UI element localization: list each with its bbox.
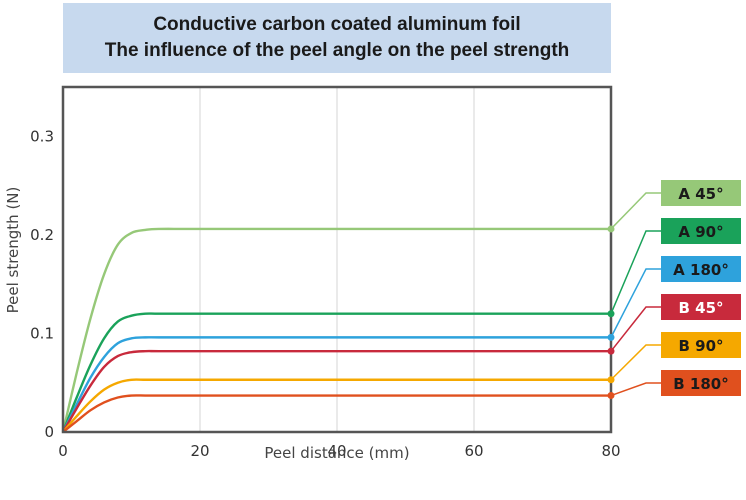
legend-swatch-4 [661,332,741,358]
legend-swatch-2 [661,256,741,282]
x-tick-label: 20 [190,442,209,460]
legend-connector-5 [610,382,661,397]
legend-label-1: A 90° [678,223,723,241]
legend-swatch-1 [661,218,741,244]
legend-connector-2 [610,268,661,338]
series-end-marker-0 [607,225,615,233]
legend-label-0: A 45° [678,185,723,203]
legend-label-3: B 45° [678,299,723,317]
legend-connector-3 [610,306,661,352]
x-tick-label: 80 [601,442,620,460]
series-end-marker-5 [607,392,615,400]
series-end-marker-4 [607,376,615,384]
x-tick-label: 40 [327,442,346,460]
legend: A 45° A 90° A 180° B 45° B 90° B 180° [607,180,741,400]
legend-swatch-5 [661,370,741,396]
series-line-2 [61,336,611,433]
legend-connector-4 [610,344,661,381]
y-tick-label: 0.1 [30,324,54,342]
x-tick-label: 60 [464,442,483,460]
legend-label-5: B 180° [673,375,728,393]
series-end-marker-2 [607,333,615,341]
y-tick-label: 0.2 [30,226,54,244]
legend-connector-1 [610,230,661,315]
legend-swatch-3 [661,294,741,320]
series-line-3 [61,349,611,433]
y-tick-label: 0 [44,423,54,441]
series-line-0 [61,227,611,433]
series-line-1 [61,312,611,433]
y-tick-label: 0.3 [30,127,54,145]
legend-connector-0 [610,192,661,230]
chart-title-box: Conductive carbon coated aluminum foil T… [63,3,611,73]
series-line-5 [62,394,611,433]
plot-frame [61,85,613,434]
chart-title: Conductive carbon coated aluminum foil [153,14,521,35]
legend-swatch-0 [661,180,741,206]
legend-label-4: B 90° [678,337,723,355]
legend-label-2: A 180° [673,261,729,279]
gridlines [199,87,475,432]
x-axis-label: Peel distance (mm) [264,444,409,462]
series-line-4 [62,378,611,433]
y-axis-label: Peel strength (N) [4,187,22,314]
x-tick-label: 0 [58,442,68,460]
series-end-marker-3 [607,347,615,355]
series-lines [61,227,611,433]
series-end-marker-1 [607,310,615,318]
chart-subtitle: The influence of the peel angle on the p… [104,40,570,61]
tick-labels: 0 20 40 60 80 0 0.1 0.2 0.3 [30,127,620,460]
